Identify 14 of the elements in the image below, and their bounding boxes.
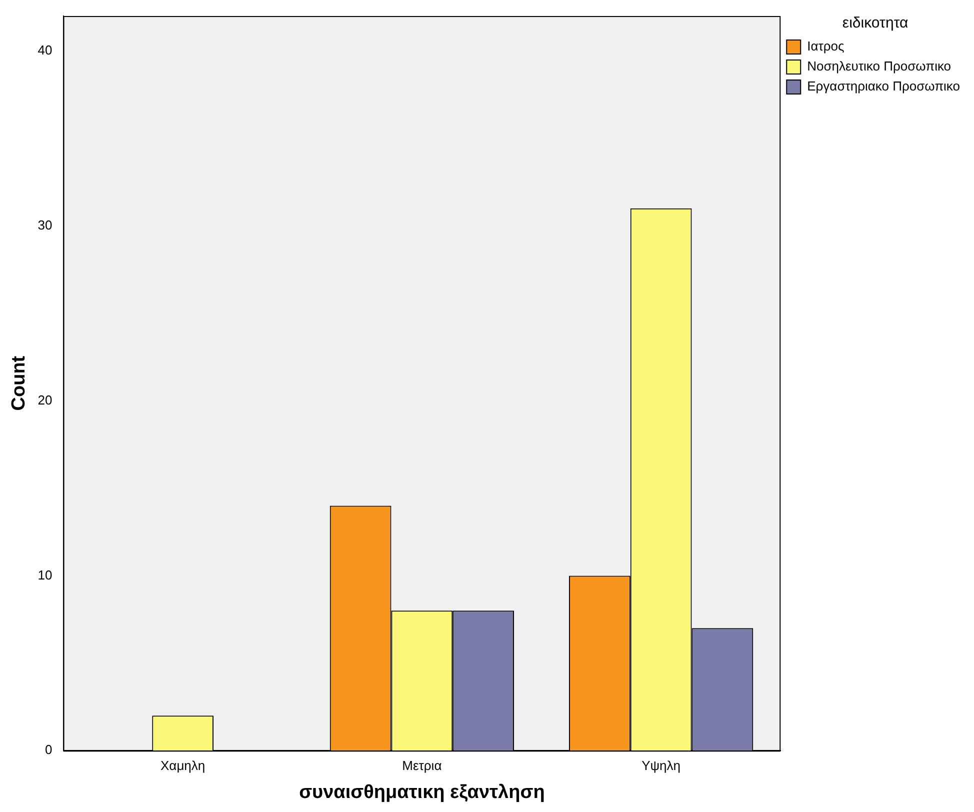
legend-label: Εργαστηριακο Προσωπικο [807,78,960,94]
x-tick-label: Υψηλη [642,758,681,773]
y-axis-title: Count [8,355,30,411]
x-tick-label: Μετρια [402,758,442,773]
x-axis-title: συναισθηματικη εξαντληση [299,782,545,803]
legend-label: Ιατρος [807,38,844,54]
y-tick-label: 20 [38,392,52,408]
y-tick-label: 10 [38,567,52,582]
y-tick-label: 0 [45,742,52,758]
y-tick-label: 40 [38,42,52,58]
legend-label: Νοσηλευτικο Προσωπικο [807,58,952,74]
legend-title: ειδικοτητα [842,14,909,32]
y-tick-label: 30 [38,217,52,232]
x-tick-label: Χαμηλη [160,758,206,773]
